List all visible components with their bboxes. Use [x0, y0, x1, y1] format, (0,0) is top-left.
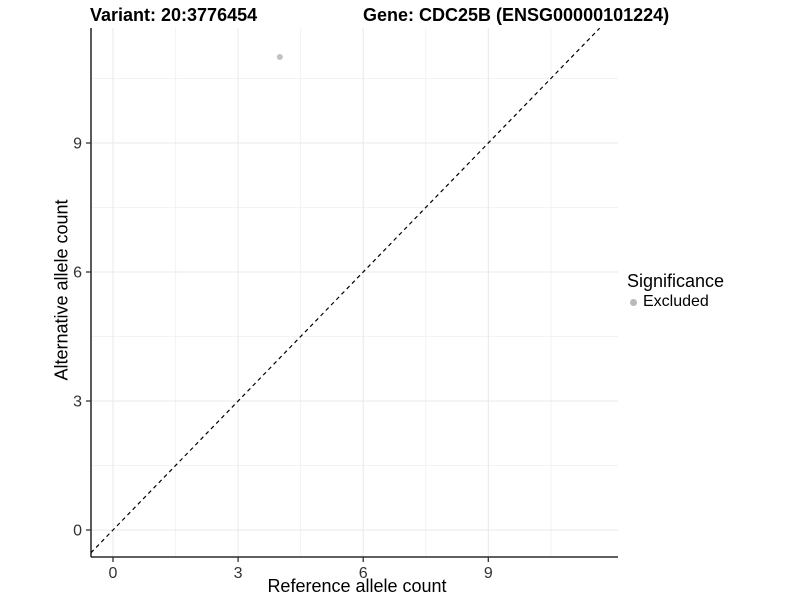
legend-title: Significance: [627, 271, 725, 291]
x-tick-label: 3: [234, 565, 243, 582]
x-tick-label: 9: [484, 565, 493, 582]
x-tick-label: 0: [109, 565, 118, 582]
y-tick-label: 9: [73, 136, 82, 153]
x-tick-label: 6: [359, 565, 368, 582]
plot-title-gene: Gene: CDC25B (ENSG00000101224): [363, 5, 670, 25]
legend-item-excluded: Excluded: [630, 293, 709, 311]
identity-dashed-line: [90, 27, 601, 554]
data-point: [276, 54, 283, 60]
x-axis-title: Reference allele count: [267, 576, 447, 596]
y-tick-label: 6: [73, 265, 82, 282]
y-axis-title: Alternative allele count: [51, 199, 72, 381]
y-tick-label: 3: [73, 394, 82, 411]
y-tick-label: 0: [73, 523, 82, 540]
legend-item-label: Excluded: [643, 293, 709, 310]
plot-title-variant: Variant: 20:3776454: [90, 5, 258, 25]
legend-point-icon: [630, 298, 637, 306]
